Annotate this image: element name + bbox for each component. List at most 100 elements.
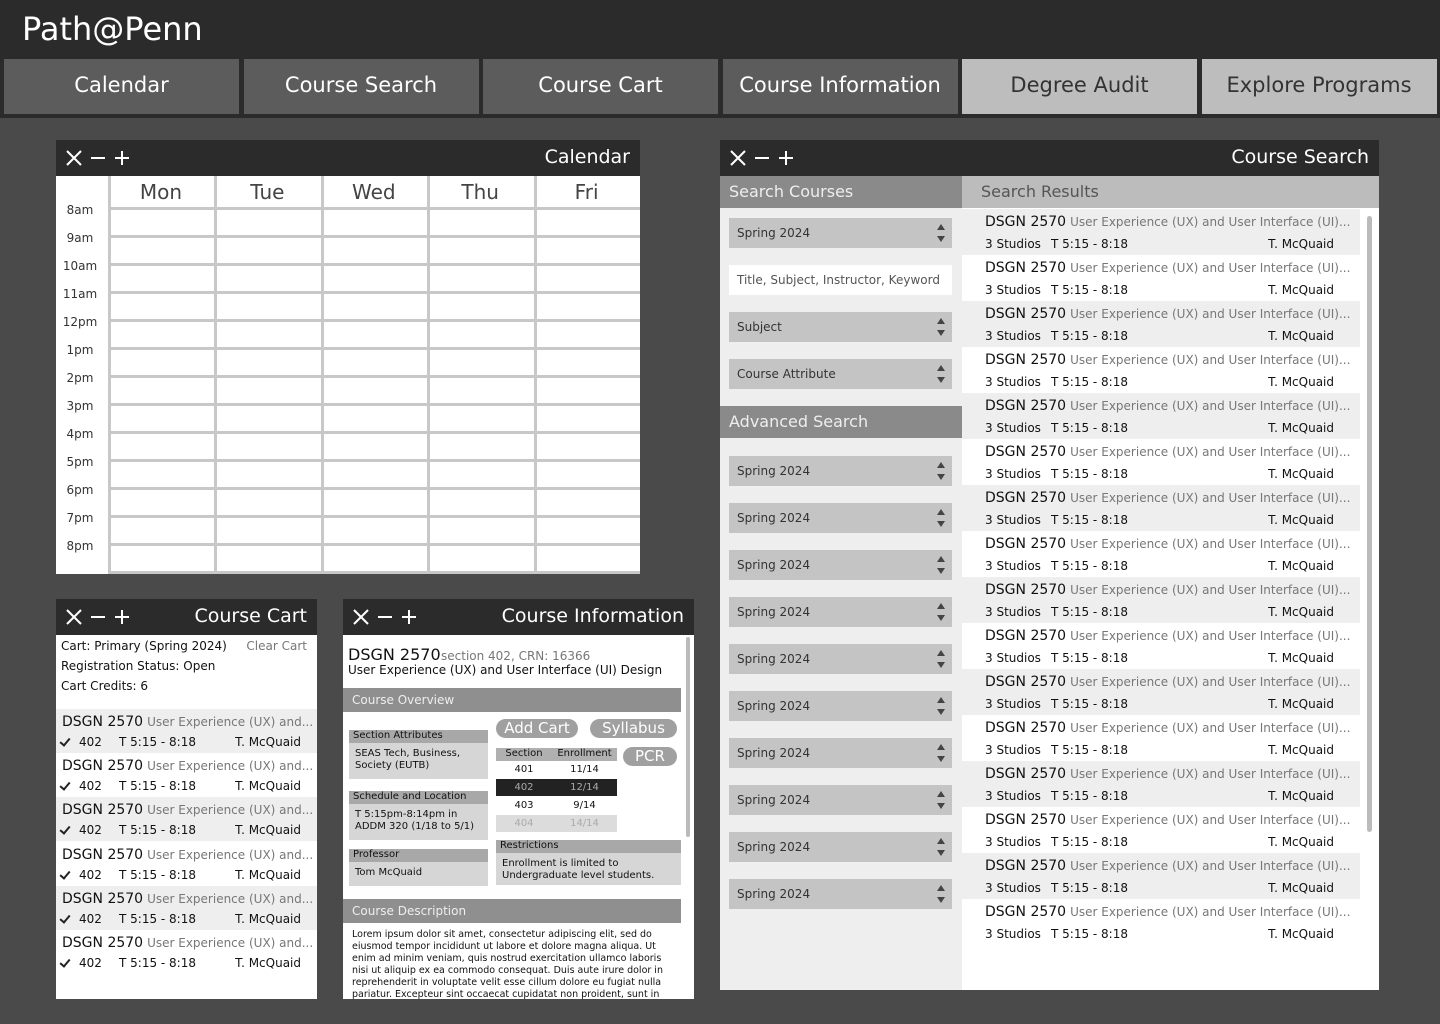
hour-line: [108, 487, 640, 490]
dropdown-arrows: [937, 330, 945, 336]
dropdown[interactable]: Spring 2024: [729, 456, 952, 486]
dropdown[interactable]: Spring 2024: [729, 691, 952, 721]
nav-tab[interactable]: Calendar: [4, 59, 239, 114]
hour-line: [108, 459, 640, 462]
check-icon: [59, 735, 71, 747]
cart-item[interactable]: DSGN 2570 User Experience (UX) and... 402 T…: [56, 930, 317, 974]
course-code: DSGN 2570: [985, 536, 1067, 552]
result-row[interactable]: DSGN 2570 User Experience (UX) and User I…: [962, 347, 1360, 393]
nav-tab[interactable]: Course Search: [243, 59, 479, 114]
cart-item[interactable]: DSGN 2570 User Experience (UX) and... 402 T…: [56, 753, 317, 798]
instructor: T. McQuaid: [1268, 329, 1334, 343]
course-type: 3 Studios: [985, 835, 1041, 849]
filter-heading: Advanced Search: [720, 406, 962, 438]
result-row[interactable]: DSGN 2570 User Experience (UX) and User I…: [962, 577, 1360, 623]
dropdown[interactable]: Spring 2024: [729, 785, 952, 815]
cart-item[interactable]: DSGN 2570 User Experience (UX) and... 402 T…: [56, 841, 317, 886]
result-row[interactable]: DSGN 2570 User Experience (UX) and User I…: [962, 301, 1360, 347]
result-row[interactable]: DSGN 2570 User Experience (UX) and User I…: [962, 669, 1360, 715]
cart-item-title: DSGN 2570 User Experience (UX) and...: [62, 714, 313, 730]
window-controls[interactable]: [64, 148, 134, 168]
course-code: DSGN 2570: [985, 306, 1067, 322]
dropdown[interactable]: Spring 2024: [729, 738, 952, 768]
dropdown[interactable]: Spring 2024: [729, 550, 952, 580]
clear-cart[interactable]: Clear Cart: [246, 639, 307, 653]
hour-line: [108, 543, 640, 546]
time: T 5:15 - 8:18: [1051, 329, 1128, 343]
course-code: DSGN 2570: [985, 674, 1067, 690]
dropdown[interactable]: Subject: [729, 312, 952, 342]
panel-text: T 5:15pm-8:14pm in ADDM 320 (1/18 to 5/1…: [355, 809, 475, 832]
result-row[interactable]: DSGN 2570 User Experience (UX) and User I…: [962, 623, 1360, 669]
table-cell: 402: [514, 782, 534, 793]
nav-tab[interactable]: Degree Audit: [962, 59, 1197, 114]
cart-credits: Cart Credits: 6: [61, 679, 149, 693]
dropdown[interactable]: Spring 2024: [729, 218, 952, 248]
result-title: DSGN 2570 User Experience (UX) and User I…: [985, 260, 1350, 276]
dropdown[interactable]: Course Attribute: [729, 359, 952, 389]
window-controls[interactable]: [728, 148, 798, 168]
dropdown-arrows: [937, 838, 945, 844]
dropdown-arrows: [937, 803, 945, 809]
window-controls[interactable]: [351, 607, 421, 627]
dropdown-arrows: [937, 709, 945, 715]
result-title: DSGN 2570 User Experience (UX) and User I…: [985, 214, 1350, 230]
nav-tab-label: Course Information: [739, 73, 941, 97]
course-type: 3 Studios: [985, 237, 1041, 251]
result-row[interactable]: DSGN 2570 User Experience (UX) and User I…: [962, 209, 1360, 255]
time: T 5:15 - 8:18: [119, 867, 196, 882]
result-row[interactable]: DSGN 2570 User Experience (UX) and User I…: [962, 439, 1360, 485]
field-label: Spring 2024: [737, 840, 811, 854]
table-cell: 9/14: [573, 800, 596, 811]
nav-tab[interactable]: Course Information: [722, 59, 958, 114]
section: 402: [79, 779, 102, 794]
action-button[interactable]: Add Cart: [496, 719, 578, 738]
result-row[interactable]: DSGN 2570 User Experience (UX) and User I…: [962, 853, 1360, 899]
time-label: 11am: [62, 287, 98, 301]
time-label: 12pm: [62, 315, 98, 329]
section-bar: Course Description: [343, 899, 681, 923]
action-button[interactable]: Syllabus: [590, 719, 677, 738]
nav-tab[interactable]: Explore Programs: [1201, 59, 1437, 114]
action-button[interactable]: PCR: [623, 747, 677, 766]
time-label: 8am: [66, 203, 94, 217]
course-code: DSGN 2570: [985, 766, 1067, 782]
dropdown[interactable]: Spring 2024: [729, 597, 952, 627]
nav-tab-label: Course Cart: [538, 73, 663, 97]
dropdown-arrows: [937, 556, 945, 562]
time: T 5:15 - 8:18: [1051, 283, 1128, 297]
dropdown-arrows: [937, 224, 945, 230]
dropdown[interactable]: Spring 2024: [729, 832, 952, 862]
nav-tab[interactable]: Course Cart: [483, 59, 718, 114]
cart-item[interactable]: DSGN 2570 User Experience (UX) and... 402 T…: [56, 709, 317, 753]
result-row[interactable]: DSGN 2570 User Experience (UX) and User I…: [962, 393, 1360, 439]
window-controls[interactable]: [64, 607, 134, 627]
calendar-window: Calendar Mon Tue Wed Thu Fri 8am 9am 10am 11am 12p…: [56, 140, 640, 574]
result-row[interactable]: DSGN 2570 User Experience (UX) and User I…: [962, 807, 1360, 853]
result-row[interactable]: DSGN 2570 User Experience (UX) and User I…: [962, 531, 1360, 577]
dropdown[interactable]: Spring 2024: [729, 503, 952, 533]
dropdown[interactable]: Spring 2024: [729, 644, 952, 674]
field-label: Spring 2024: [737, 605, 811, 619]
text-input[interactable]: Title, Subject, Instructor, Keyword: [729, 265, 952, 295]
result-title: DSGN 2570 User Experience (UX) and User I…: [985, 444, 1350, 460]
result-row[interactable]: DSGN 2570 User Experience (UX) and User I…: [962, 255, 1360, 301]
result-row[interactable]: DSGN 2570 User Experience (UX) and User I…: [962, 715, 1360, 761]
time: T 5:15 - 8:18: [1051, 743, 1128, 757]
result-row[interactable]: DSGN 2570 User Experience (UX) and User I…: [962, 899, 1360, 945]
course-name: User Experience (UX) and User Interface …: [1070, 307, 1351, 321]
window-title: Calendar: [544, 146, 630, 168]
section: 402: [79, 867, 102, 882]
dropdown-arrows: [937, 521, 945, 527]
instructor: T. McQuaid: [1268, 697, 1334, 711]
cart-item[interactable]: DSGN 2570 User Experience (UX) and... 402 T…: [56, 885, 317, 930]
cart-status: Registration Status: Open: [61, 659, 216, 673]
cart-item[interactable]: DSGN 2570 User Experience (UX) and... 402 T…: [56, 797, 317, 842]
result-row[interactable]: DSGN 2570 User Experience (UX) and User I…: [962, 761, 1360, 807]
dropdown[interactable]: Spring 2024: [729, 879, 952, 909]
course-type: 3 Studios: [985, 927, 1041, 941]
course-code: DSGN 2570: [985, 858, 1067, 874]
result-row[interactable]: DSGN 2570 User Experience (UX) and User I…: [962, 485, 1360, 531]
instructor: T. McQuaid: [1268, 375, 1334, 389]
